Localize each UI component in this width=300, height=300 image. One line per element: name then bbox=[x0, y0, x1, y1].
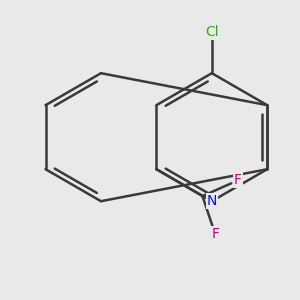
Text: F: F bbox=[211, 227, 219, 242]
Text: N: N bbox=[207, 194, 217, 208]
Text: F: F bbox=[234, 173, 242, 187]
Text: Cl: Cl bbox=[205, 25, 219, 39]
